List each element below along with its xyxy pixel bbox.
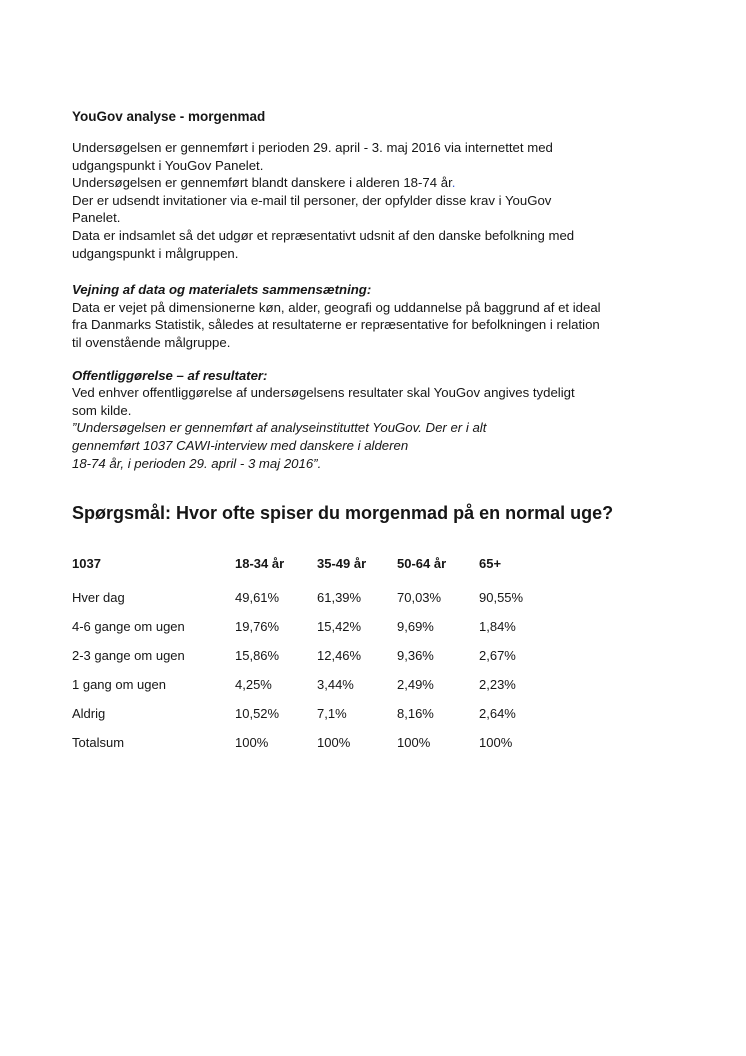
weighting-heading: Vejning af data og materialets sammensæt…	[72, 282, 372, 298]
paragraph-line: Data er indsamlet så det udgør et repræs…	[72, 227, 575, 243]
value-cell: 70,03%	[397, 590, 442, 606]
value-cell: 9,36%	[397, 648, 434, 664]
header-cell-age-65plus: 65+	[479, 556, 502, 572]
value-cell: 10,52%	[235, 706, 280, 722]
value-cell: 100%	[317, 735, 351, 751]
value-cell: 15,86%	[235, 648, 280, 664]
publication-heading: Offentliggørelse – af resultater:	[72, 367, 268, 383]
results-table: 1037 18-34 år 35-49 år 50-64 år 65+ Hver…	[72, 556, 574, 764]
table-row: 4-6 gange om ugen 19,76% 15,42% 9,69% 1,…	[72, 619, 574, 648]
value-cell: 19,76%	[235, 619, 280, 635]
paragraph-line: til ovenstående målgruppe.	[72, 334, 231, 350]
value-cell: 2,23%	[479, 677, 516, 693]
quote-line: gennemført 1037 CAWI-interview med dansk…	[72, 437, 409, 453]
value-cell: 7,1%	[317, 706, 347, 722]
paragraph-line: Undersøgelsen er gennemført blandt dansk…	[72, 174, 686, 192]
value-cell: 2,67%	[479, 648, 516, 664]
row-label: Hver dag	[72, 590, 125, 606]
link-colored-period: .	[451, 175, 456, 191]
value-cell: 3,44%	[317, 677, 354, 693]
row-label: 2-3 gange om ugen	[72, 648, 185, 664]
header-cell-age-50-64: 50-64 år	[397, 556, 447, 572]
document-title: YouGov analyse - morgenmad	[72, 109, 266, 124]
paragraph-line: Data er vejet på dimensionerne køn, alde…	[72, 299, 601, 315]
publication-paragraph: Ved enhver offentliggørelse af undersøge…	[72, 384, 686, 419]
row-label: Totalsum	[72, 735, 125, 751]
row-label: 1 gang om ugen	[72, 677, 166, 693]
paragraph-line: Panelet.	[72, 210, 121, 226]
header-cell-age-18-34: 18-34 år	[235, 556, 285, 572]
citation-quote: ”Undersøgelsen er gennemført af analysei…	[72, 419, 686, 472]
weighting-section: Vejning af data og materialets sammensæt…	[72, 281, 686, 351]
value-cell: 61,39%	[317, 590, 362, 606]
question-heading: Spørgsmål: Hvor ofte spiser du morgenmad…	[72, 503, 614, 524]
paragraph-line: udgangspunkt i YouGov Panelet.	[72, 157, 264, 173]
paragraph-line: udgangspunkt i målgruppen.	[72, 245, 239, 261]
quote-line: 18-74 år, i perioden 29. april - 3 maj 2…	[72, 455, 322, 471]
value-cell: 2,49%	[397, 677, 434, 693]
paragraph-line: Undersøgelsen er gennemført i perioden 2…	[72, 140, 553, 155]
paragraph-line: fra Danmarks Statistik, således at resul…	[72, 317, 600, 333]
row-label: Aldrig	[72, 706, 106, 722]
value-cell: 49,61%	[235, 590, 280, 606]
row-label: 4-6 gange om ugen	[72, 619, 185, 635]
paragraph-line-text: Undersøgelsen er gennemført blandt dansk…	[72, 175, 452, 191]
publication-section: Offentliggørelse – af resultater: Ved en…	[72, 367, 686, 473]
results-table-body: Hver dag 49,61% 61,39% 70,03% 90,55% 4-6…	[72, 590, 574, 764]
value-cell: 2,64%	[479, 706, 516, 722]
value-cell: 1,84%	[479, 619, 516, 635]
value-cell: 9,69%	[397, 619, 434, 635]
weighting-paragraph: Data er vejet på dimensionerne køn, alde…	[72, 299, 686, 352]
value-cell: 90,55%	[479, 590, 524, 606]
value-cell: 15,42%	[317, 619, 362, 635]
value-cell: 100%	[397, 735, 431, 751]
paragraph-line: Der er udsendt invitationer via e-mail t…	[72, 192, 552, 208]
value-cell: 100%	[479, 735, 513, 751]
results-table-header: 1037 18-34 år 35-49 år 50-64 år 65+	[72, 556, 574, 590]
table-row: 2-3 gange om ugen 15,86% 12,46% 9,36% 2,…	[72, 648, 574, 677]
quote-line: ”Undersøgelsen er gennemført af analysei…	[72, 420, 487, 436]
header-cell-total-n: 1037	[72, 556, 101, 572]
value-cell: 4,25%	[235, 677, 272, 693]
header-cell-age-35-49: 35-49 år	[317, 556, 367, 572]
value-cell: 8,16%	[397, 706, 434, 722]
value-cell: 100%	[235, 735, 269, 751]
paragraph-line: Ved enhver offentliggørelse af undersøge…	[72, 385, 575, 401]
intro-paragraph: Undersøgelsen er gennemført i perioden 2…	[72, 139, 686, 262]
paragraph-line: som kilde.	[72, 402, 132, 418]
table-row: 1 gang om ugen 4,25% 3,44% 2,49% 2,23%	[72, 677, 574, 706]
table-row-total: Totalsum 100% 100% 100% 100%	[72, 735, 574, 764]
value-cell: 12,46%	[317, 648, 362, 664]
table-header-row: 1037 18-34 år 35-49 år 50-64 år 65+	[72, 556, 574, 590]
table-row: Hver dag 49,61% 61,39% 70,03% 90,55%	[72, 590, 574, 619]
table-row: Aldrig 10,52% 7,1% 8,16% 2,64%	[72, 706, 574, 735]
